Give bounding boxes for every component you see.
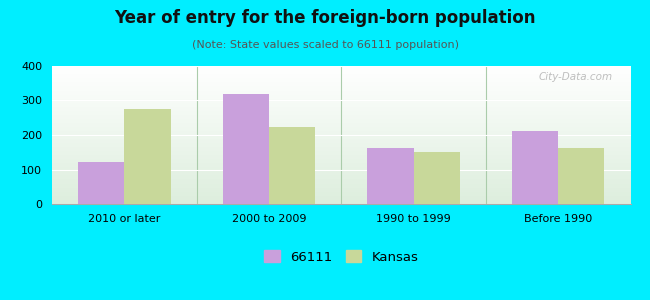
Bar xyxy=(269,128,315,204)
Bar xyxy=(413,152,460,204)
Bar xyxy=(124,109,170,204)
Bar xyxy=(223,94,269,204)
Bar xyxy=(512,131,558,204)
Legend: 66111, Kansas: 66111, Kansas xyxy=(259,245,424,269)
Bar xyxy=(78,162,124,204)
Text: City-Data.com: City-Data.com xyxy=(539,71,613,82)
Bar xyxy=(558,148,605,204)
Text: (Note: State values scaled to 66111 population): (Note: State values scaled to 66111 popu… xyxy=(192,40,458,50)
Bar xyxy=(367,148,413,204)
Text: Year of entry for the foreign-born population: Year of entry for the foreign-born popul… xyxy=(114,9,536,27)
